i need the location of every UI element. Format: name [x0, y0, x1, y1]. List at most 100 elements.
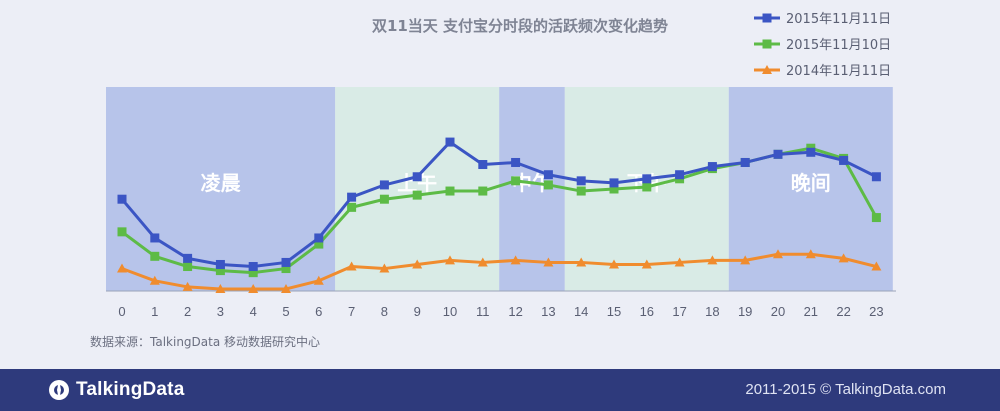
data-point — [707, 162, 717, 172]
data-point — [773, 249, 783, 259]
series-line — [120, 140, 878, 269]
legend-entry-0: 2015年11月11日 — [754, 12, 891, 27]
data-point — [248, 268, 258, 278]
footer-bar: TalkingData 2011-2015 © TalkingData.com — [0, 369, 1000, 411]
time-band-2 — [499, 87, 565, 291]
data-point — [117, 263, 127, 273]
data-point — [806, 147, 816, 157]
data-point — [314, 239, 324, 249]
legend-marker — [762, 13, 772, 23]
data-point — [576, 176, 586, 186]
data-point — [675, 170, 685, 180]
copyright-text: 2011-2015 © TalkingData.com — [745, 381, 946, 398]
data-point — [805, 249, 816, 259]
legend-entry-2: 2014年11月11日 — [754, 64, 891, 79]
data-point — [281, 264, 291, 274]
data-point — [346, 261, 357, 271]
data-point — [543, 180, 553, 190]
source-note: 数据来源：TalkingData 移动数据研究中心 — [90, 335, 321, 349]
data-point — [740, 255, 751, 265]
data-point — [543, 170, 553, 180]
data-point — [838, 253, 849, 263]
time-band-labels: 凌晨上午中午下午晚间 — [201, 171, 831, 195]
x-tick-label: 20 — [771, 304, 785, 319]
data-point — [379, 194, 389, 204]
time-band-label: 凌晨 — [201, 171, 242, 195]
data-point — [412, 190, 422, 200]
x-tick-label: 18 — [705, 304, 719, 319]
data-point — [313, 275, 324, 285]
data-point — [871, 213, 881, 223]
data-point — [117, 227, 127, 237]
x-tick-label: 4 — [250, 304, 257, 319]
data-point — [642, 182, 652, 192]
data-point — [215, 259, 225, 269]
x-tick-label: 6 — [315, 304, 322, 319]
data-point — [511, 157, 521, 167]
data-point — [609, 178, 619, 188]
data-point — [150, 233, 160, 243]
legend: 2015年11月11日 2015年11月10日 2014年11月11日 — [754, 12, 891, 79]
data-point — [740, 157, 750, 167]
data-point — [707, 255, 718, 265]
x-tick-label: 8 — [381, 304, 388, 319]
data-point — [871, 261, 882, 271]
time-band-1 — [335, 87, 500, 291]
data-point — [445, 137, 455, 147]
legend-label: 2015年11月10日 — [786, 38, 891, 53]
data-point — [117, 194, 127, 204]
x-tick-label: 3 — [217, 304, 224, 319]
data-point — [641, 259, 652, 269]
x-axis-ticks: 0 1 2 3 4 5 6 7 8 9 10 11 12 13 14 15 16 17 18 19 20 21 22 23 — [118, 304, 883, 319]
legend-marker — [762, 65, 772, 74]
series-0 — [117, 137, 881, 272]
data-point — [215, 266, 225, 276]
data-point — [773, 149, 783, 159]
x-tick-label: 11 — [476, 304, 490, 319]
data-point — [642, 174, 652, 184]
time-band-label: 晚间 — [791, 171, 831, 195]
data-point — [183, 262, 193, 272]
x-tick-label: 19 — [738, 304, 752, 319]
data-point — [314, 233, 324, 243]
data-point — [871, 172, 881, 182]
x-tick-label: 17 — [672, 304, 686, 319]
data-point — [182, 281, 193, 291]
x-tick-label: 2 — [184, 304, 191, 319]
brand-mark-icon — [49, 380, 69, 400]
data-point — [839, 155, 849, 165]
data-point — [576, 186, 586, 196]
x-tick-label: 14 — [574, 304, 588, 319]
data-point — [248, 283, 259, 293]
data-point — [674, 257, 685, 267]
data-point — [347, 202, 357, 212]
data-point — [477, 257, 488, 267]
data-point — [281, 257, 291, 267]
x-tick-label: 16 — [640, 304, 654, 319]
data-point — [347, 192, 357, 202]
x-tick-label: 0 — [118, 304, 125, 319]
data-point — [412, 172, 422, 182]
series-lines — [117, 137, 882, 293]
chart: 凌晨上午中午下午晚间 01234567891011121314151617181… — [106, 12, 896, 319]
legend-entry-1: 2015年11月10日 — [754, 38, 891, 53]
data-point — [609, 259, 619, 269]
data-point — [183, 253, 193, 263]
data-point — [543, 257, 554, 267]
x-tick-label: 13 — [541, 304, 555, 319]
x-tick-label: 22 — [836, 304, 850, 319]
data-point — [379, 263, 390, 273]
x-tick-label: 12 — [508, 304, 522, 319]
data-point — [478, 160, 488, 170]
data-point — [379, 180, 389, 190]
data-point — [150, 251, 160, 261]
x-tick-label: 21 — [804, 304, 818, 319]
legend-label: 2015年11月11日 — [786, 12, 891, 27]
chart-title: 双11当天 支付宝分时段的活跃频次变化趋势 — [372, 17, 668, 35]
data-point — [412, 259, 423, 269]
data-point — [511, 176, 521, 186]
x-tick-label: 23 — [869, 304, 883, 319]
legend-marker — [762, 39, 772, 49]
data-point — [609, 184, 619, 194]
data-point — [445, 255, 455, 265]
